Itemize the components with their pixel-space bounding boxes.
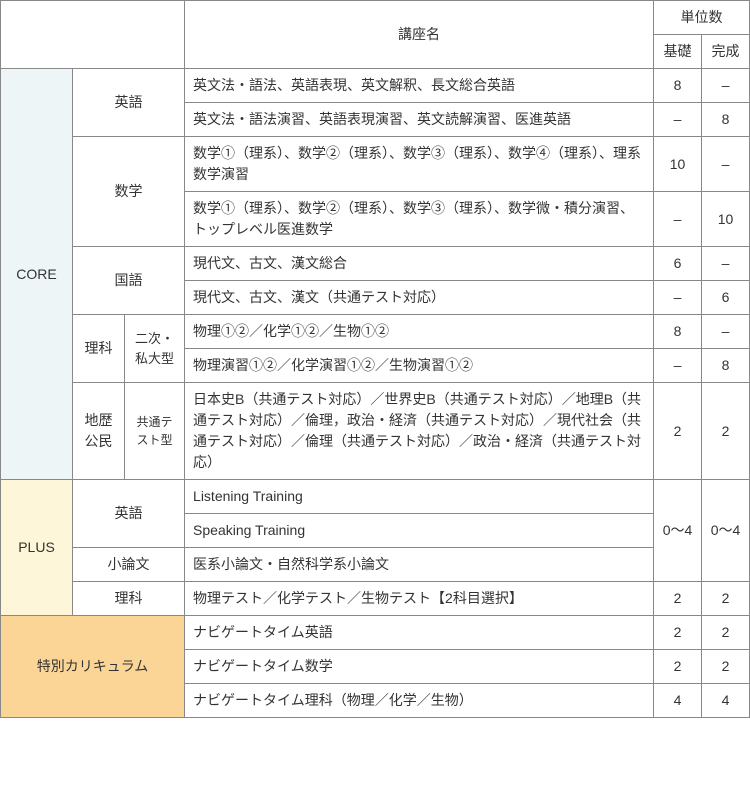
table-row: 地歴公民 共通テスト型 日本史B（共通テスト対応）／世界史B（共通テスト対応）／… — [1, 383, 750, 480]
course-cell: Speaking Training — [185, 514, 654, 548]
header-blank — [1, 1, 185, 69]
table-row: 理科 物理テスト／化学テスト／生物テスト【2科目選択】 2 2 — [1, 582, 750, 616]
unit-complete: 2 — [702, 383, 750, 480]
unit-basic: 4 — [654, 684, 702, 718]
core-math-label: 数学 — [73, 137, 185, 247]
unit-complete: 2 — [702, 582, 750, 616]
course-cell: 物理①②／化学①②／生物①② — [185, 315, 654, 349]
unit-complete: – — [702, 247, 750, 281]
table-row: CORE 英語 英文法・語法、英語表現、英文解釈、長文総合英語 8 – — [1, 69, 750, 103]
unit-basic: 2 — [654, 582, 702, 616]
unit-basic: 2 — [654, 616, 702, 650]
course-cell: 数学①（理系）、数学②（理系）、数学③（理系）、数学④（理系）、理系数学演習 — [185, 137, 654, 192]
core-japanese-label: 国語 — [73, 247, 185, 315]
table-row: PLUS 英語 Listening Training 0〜4 0〜4 — [1, 480, 750, 514]
header-units: 単位数 — [654, 1, 750, 35]
plus-essay-label: 小論文 — [73, 548, 185, 582]
course-cell: 物理テスト／化学テスト／生物テスト【2科目選択】 — [185, 582, 654, 616]
unit-basic: 6 — [654, 247, 702, 281]
unit-complete: 8 — [702, 103, 750, 137]
course-cell: 数学①（理系）、数学②（理系）、数学③（理系）、数学微・積分演習、トップレベル医… — [185, 192, 654, 247]
unit-complete: – — [702, 137, 750, 192]
course-cell: 物理演習①②／化学演習①②／生物演習①② — [185, 349, 654, 383]
course-cell: 医系小論文・自然科学系小論文 — [185, 548, 654, 582]
header-basic: 基礎 — [654, 35, 702, 69]
unit-complete: 2 — [702, 616, 750, 650]
table-row: 数学 数学①（理系）、数学②（理系）、数学③（理系）、数学④（理系）、理系数学演… — [1, 137, 750, 192]
unit-basic: – — [654, 192, 702, 247]
core-label: CORE — [1, 69, 73, 480]
plus-label: PLUS — [1, 480, 73, 616]
table-row: 国語 現代文、古文、漢文総合 6 – — [1, 247, 750, 281]
course-cell: Listening Training — [185, 480, 654, 514]
course-cell: 現代文、古文、漢文総合 — [185, 247, 654, 281]
unit-complete: 0〜4 — [702, 480, 750, 582]
unit-basic: 2 — [654, 383, 702, 480]
unit-complete: 2 — [702, 650, 750, 684]
course-cell: 英文法・語法、英語表現、英文解釈、長文総合英語 — [185, 69, 654, 103]
header-complete: 完成 — [702, 35, 750, 69]
unit-complete: – — [702, 69, 750, 103]
course-cell: 英文法・語法演習、英語表現演習、英文読解演習、医進英語 — [185, 103, 654, 137]
unit-basic: 0〜4 — [654, 480, 702, 582]
core-social-subtype: 共通テスト型 — [125, 383, 185, 480]
core-science-subtype: 二次・私大型 — [125, 315, 185, 383]
table-row: 小論文 医系小論文・自然科学系小論文 — [1, 548, 750, 582]
unit-complete: 8 — [702, 349, 750, 383]
unit-basic: – — [654, 103, 702, 137]
table-row: 理科 二次・私大型 物理①②／化学①②／生物①② 8 – — [1, 315, 750, 349]
unit-basic: 8 — [654, 69, 702, 103]
course-cell: 現代文、古文、漢文（共通テスト対応） — [185, 281, 654, 315]
unit-complete: 6 — [702, 281, 750, 315]
table-row: 特別カリキュラム ナビゲートタイム英語 2 2 — [1, 616, 750, 650]
curriculum-table: 講座名 単位数 基礎 完成 CORE 英語 英文法・語法、英語表現、英文解釈、長… — [0, 0, 750, 718]
core-science-label: 理科 — [73, 315, 125, 383]
special-label: 特別カリキュラム — [1, 616, 185, 718]
unit-complete: – — [702, 315, 750, 349]
plus-english-label: 英語 — [73, 480, 185, 548]
unit-basic: 10 — [654, 137, 702, 192]
unit-basic: 2 — [654, 650, 702, 684]
header-course: 講座名 — [185, 1, 654, 69]
course-cell: 日本史B（共通テスト対応）／世界史B（共通テスト対応）／地理B（共通テスト対応）… — [185, 383, 654, 480]
plus-science-label: 理科 — [73, 582, 185, 616]
unit-complete: 4 — [702, 684, 750, 718]
unit-basic: 8 — [654, 315, 702, 349]
course-cell: ナビゲートタイム理科（物理／化学／生物） — [185, 684, 654, 718]
unit-basic: – — [654, 349, 702, 383]
unit-basic: – — [654, 281, 702, 315]
core-social-label: 地歴公民 — [73, 383, 125, 480]
course-cell: ナビゲートタイム数学 — [185, 650, 654, 684]
core-english-label: 英語 — [73, 69, 185, 137]
course-cell: ナビゲートタイム英語 — [185, 616, 654, 650]
unit-complete: 10 — [702, 192, 750, 247]
